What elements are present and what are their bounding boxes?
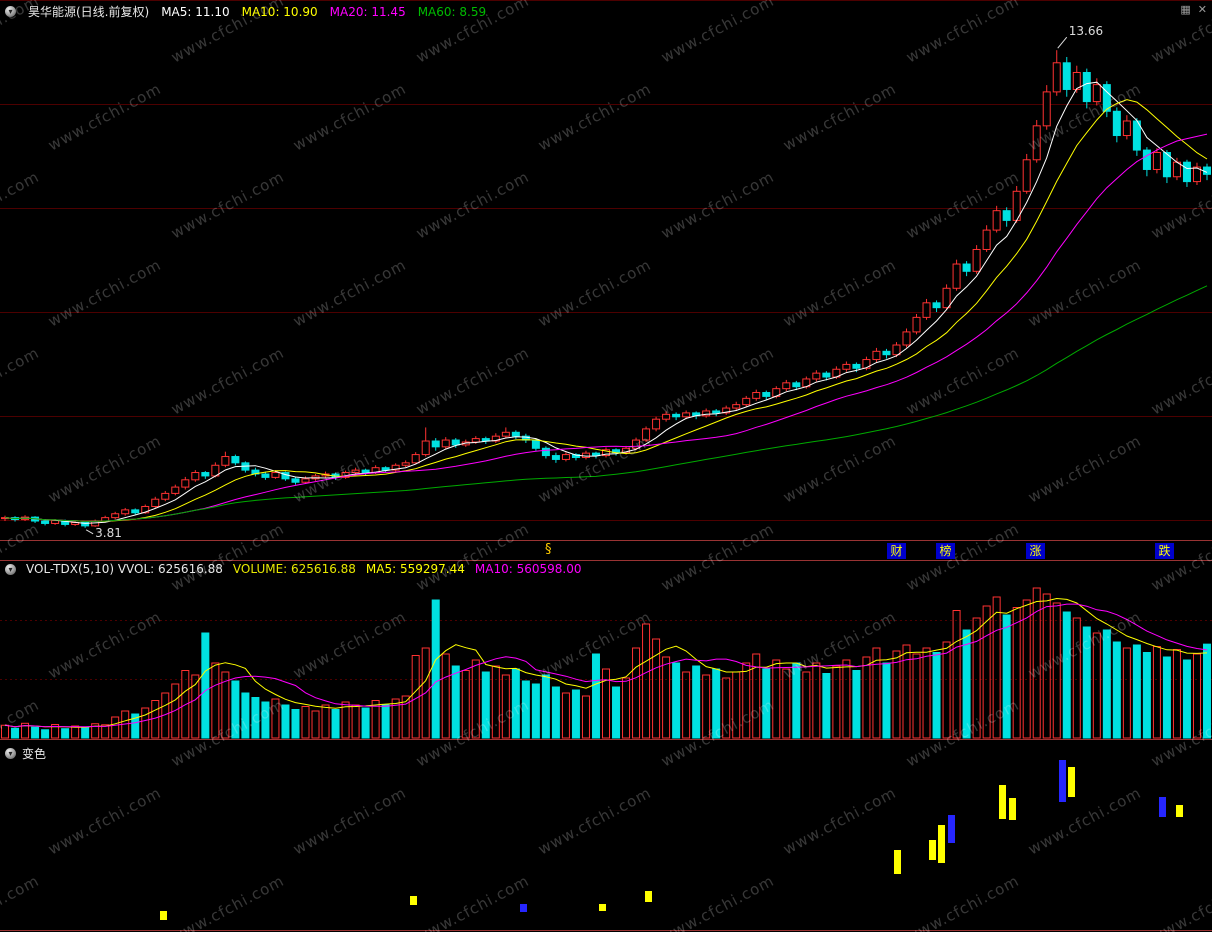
low-pointer-line xyxy=(85,529,94,535)
stock-title: 昊华能源(日线.前复权) xyxy=(28,5,150,19)
volume-bars-layer xyxy=(1,587,1211,739)
volume-panel-header: ▾ VOL-TDX(5,10) VVOL: 625616.88 VOLUME: … xyxy=(5,562,581,576)
indicator-bar xyxy=(929,840,936,860)
indicator-bar xyxy=(599,904,606,911)
price-gridlines xyxy=(0,0,1212,541)
panel-collapse-icon[interactable]: ▾ xyxy=(5,563,16,575)
indicator-bar xyxy=(520,904,527,912)
indicator-title: 变色 xyxy=(22,747,47,761)
volume-chart-panel[interactable] xyxy=(0,560,1212,741)
indicator-bar xyxy=(1059,760,1066,802)
price-panel-header: ▾ 昊华能源(日线.前复权) MA5: 11.10 MA10: 10.90 MA… xyxy=(5,3,486,20)
low-price-label: 3.81 xyxy=(95,526,122,540)
ma5-label: MA5: 11.10 xyxy=(161,4,230,19)
indicator-bar xyxy=(999,785,1006,819)
indicator-bar xyxy=(1009,798,1016,820)
price-chart-panel[interactable]: 13.66 3.81 xyxy=(0,0,1212,541)
tab-rise[interactable]: 涨 xyxy=(1026,543,1045,559)
panel-collapse-icon[interactable]: ▾ xyxy=(5,748,16,759)
vol-ma10-line xyxy=(4,603,1208,728)
vol-ma5-line xyxy=(4,597,1208,728)
panel-collapse-icon[interactable]: ▾ xyxy=(5,6,16,17)
indicator-panel-header: ▾ 变色 xyxy=(5,745,46,762)
indicator-bar xyxy=(894,850,901,874)
window-corner-icons: ▦ ✕ xyxy=(1180,3,1207,16)
indicator-bar xyxy=(1159,797,1166,817)
tab-ranking[interactable]: 榜 xyxy=(936,543,955,559)
indicator-bar xyxy=(410,896,417,905)
section-symbol: § xyxy=(545,542,552,557)
ma10-label: MA10: 10.90 xyxy=(241,4,318,19)
volume-indicator-title: VOL-TDX(5,10) VVOL: 625616.88 xyxy=(26,562,223,576)
indicator-bar xyxy=(938,825,945,863)
indicator-bar xyxy=(160,911,167,920)
tab-wealth[interactable]: 财 xyxy=(887,543,906,559)
indicator-bar xyxy=(948,815,955,843)
indicator-bar xyxy=(1176,805,1183,817)
volume-ma10-label: MA10: 560598.00 xyxy=(474,562,582,576)
high-pointer-line xyxy=(1057,36,1068,49)
ma10-line xyxy=(4,99,1208,522)
volume-value-label: VOLUME: 625616.88 xyxy=(232,562,356,576)
indicator-bar xyxy=(1068,767,1075,797)
candlestick-layer xyxy=(1,50,1211,528)
tab-fall[interactable]: 跌 xyxy=(1155,543,1174,559)
volume-ma5-label: MA5: 559297.44 xyxy=(365,562,465,576)
close-icon[interactable]: ✕ xyxy=(1197,3,1207,16)
ma60-label: MA60: 8.59 xyxy=(417,4,487,19)
indicator-chart-panel[interactable] xyxy=(0,741,1212,932)
indicator-bars-layer xyxy=(160,760,1183,920)
indicator-bar xyxy=(645,891,652,902)
ma60-line xyxy=(4,285,1208,522)
high-price-label: 13.66 xyxy=(1069,24,1103,38)
ma20-label: MA20: 11.45 xyxy=(329,4,406,19)
grid-icon[interactable]: ▦ xyxy=(1180,3,1191,16)
ma5-line xyxy=(4,81,1208,524)
